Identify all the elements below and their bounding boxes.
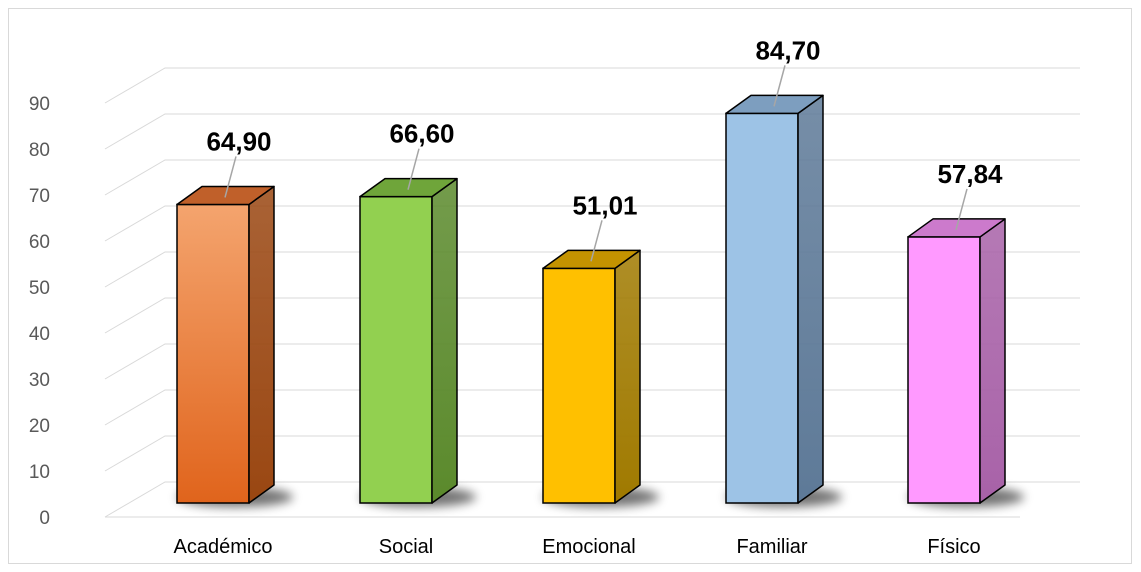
y-tick-label: 60 [29,232,50,253]
data-labels: 64,90 66,60 51,01 84,70 57,84 [206,35,1003,262]
leader-line [224,156,237,198]
y-axis-ticks: 0 10 20 30 40 50 60 70 80 90 [29,94,50,529]
x-category-label: Social [379,536,433,558]
x-category-label: Académico [174,536,273,558]
bars [176,94,1006,504]
y-tick-label: 90 [29,94,50,115]
y-tick-label: 70 [29,186,50,207]
bar-side [248,185,275,504]
bar-side [797,94,824,504]
leader-line [955,188,968,231]
y-tick-label: 0 [39,508,50,529]
bar-front [359,195,433,504]
bar-front [907,236,981,504]
x-axis-categories: Académico Social Emocional Familiar Físico [174,536,981,558]
data-label: 64,90 [206,126,271,156]
y-tick-label: 50 [29,278,50,299]
y-tick-label: 80 [29,140,50,161]
bar-side [979,218,1006,504]
y-tick-label: 20 [29,416,50,437]
x-category-label: Emocional [542,536,635,558]
bar-side [431,177,458,504]
bar-físico [907,218,1006,504]
bar-side [614,249,641,504]
leader-line [407,148,420,190]
y-tick-label: 40 [29,324,50,345]
bar-familiar [725,94,824,504]
bar-emocional [542,249,641,504]
bar-académico [176,185,275,504]
bar-front [542,267,616,504]
leader-line [773,65,786,107]
y-tick-label: 30 [29,370,50,391]
data-label: 51,01 [572,190,637,220]
gridline [104,67,1080,104]
data-label: 84,70 [755,35,820,65]
x-category-label: Físico [927,536,980,558]
y-tick-label: 10 [29,462,50,483]
x-category-label: Familiar [736,536,807,558]
bar-social [359,177,458,504]
bar-front [725,112,799,504]
data-label: 66,60 [389,119,454,149]
leader-line [590,220,603,262]
bar-front [176,203,250,504]
data-label: 57,84 [937,159,1003,189]
